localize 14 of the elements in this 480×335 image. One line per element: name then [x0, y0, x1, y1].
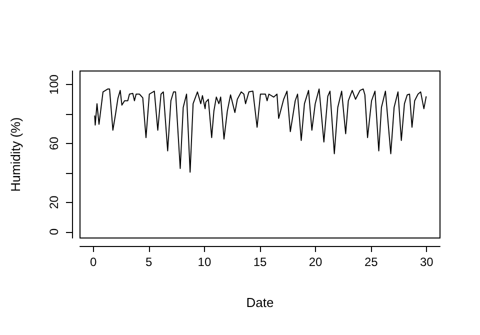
y-tick-label: 0	[47, 228, 61, 236]
y-tick-label: 20	[47, 195, 61, 210]
x-axis-title: Date	[246, 295, 274, 310]
y-tick-label: 60	[47, 136, 61, 150]
x-tick-label: 20	[308, 255, 323, 269]
y-axis-title: Humidity (%)	[8, 117, 23, 192]
x-tick-label: 25	[364, 255, 378, 269]
x-tick-label: 30	[420, 255, 434, 269]
line-series	[94, 88, 427, 173]
x-tick-label: 10	[198, 255, 212, 269]
y-tick-label: 100	[47, 74, 61, 95]
x-tick-label: 0	[90, 255, 97, 269]
x-tick-label: 5	[146, 255, 153, 269]
x-tick-label: 15	[253, 255, 267, 269]
